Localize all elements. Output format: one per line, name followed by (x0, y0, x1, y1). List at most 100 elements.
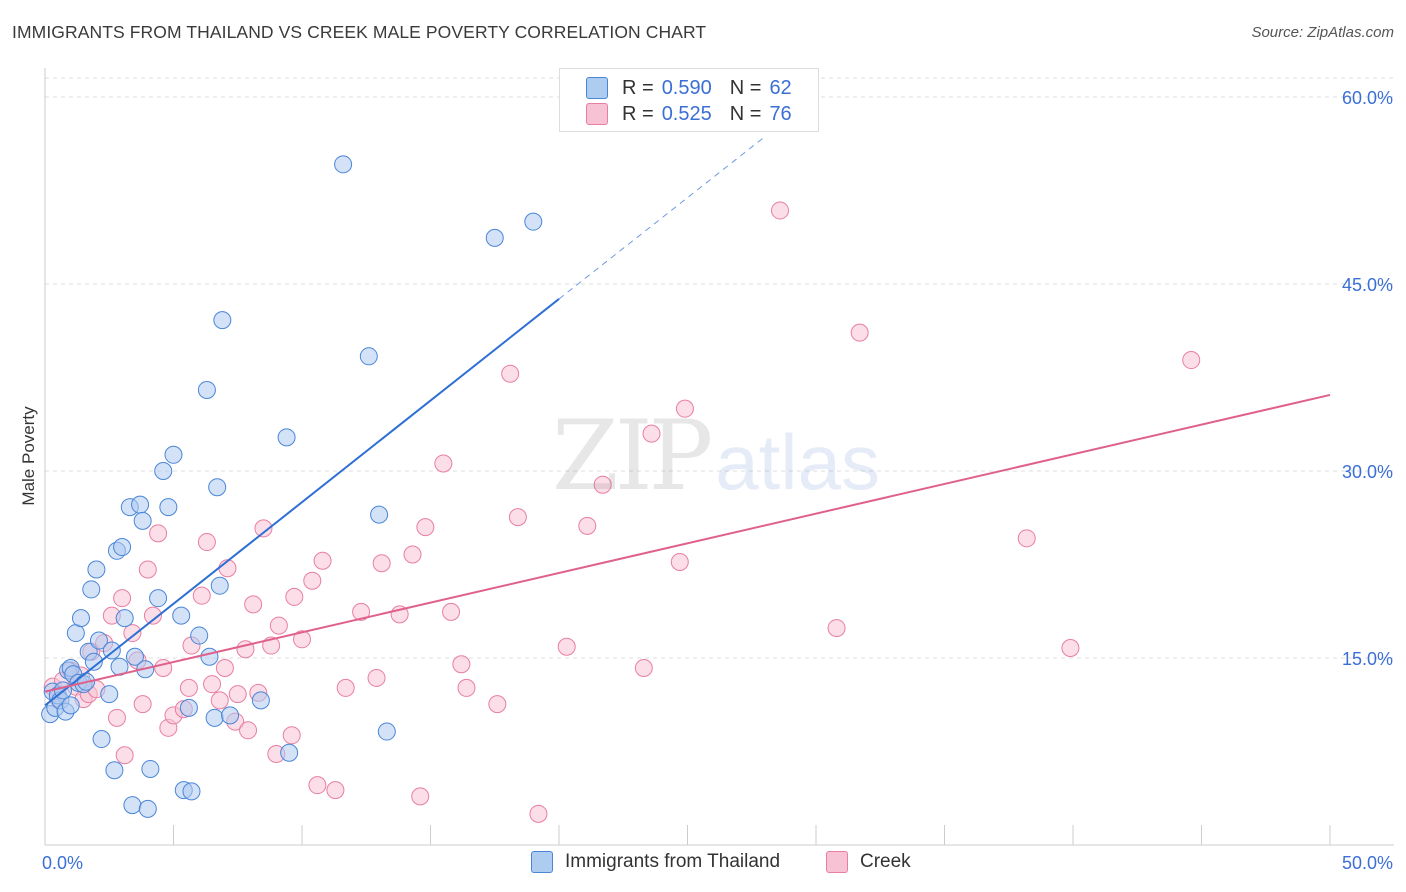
data-point-creek (269, 616, 288, 635)
legend-row-thailand: R = 0.590 N = 62 (586, 76, 792, 100)
x-tick-label: 0.0% (42, 853, 83, 873)
data-point-creek (1182, 351, 1201, 370)
data-point-thailand (197, 380, 216, 399)
data-point-thailand (370, 505, 389, 524)
data-point-creek (179, 678, 198, 697)
data-point-thailand (115, 609, 134, 628)
data-point-thailand (71, 609, 90, 628)
data-point-thailand (138, 799, 157, 818)
data-point-creek (850, 323, 869, 342)
data-point-thailand (141, 759, 160, 778)
y-tick-label: 30.0% (1342, 462, 1393, 482)
legend-n-value: 76 (769, 102, 792, 125)
legend-item-creek: Creek (826, 851, 911, 873)
data-point-creek (303, 571, 322, 590)
y-axis-title: Male Poverty (19, 406, 38, 506)
legend-label-creek: Creek (860, 851, 911, 872)
data-point-thailand (277, 428, 296, 447)
data-point-creek (434, 454, 453, 473)
data-point-creek (197, 533, 216, 552)
data-point-creek (215, 658, 234, 677)
data-point-thailand (113, 538, 132, 557)
legend-r-label: R = (622, 76, 654, 99)
data-point-creek (488, 695, 507, 714)
data-point-thailand (164, 445, 183, 464)
data-point-creek (293, 630, 311, 649)
trend-lines (44, 136, 1331, 707)
data-point-creek (133, 695, 152, 714)
data-point-thailand (280, 743, 299, 762)
data-point-creek (529, 804, 548, 823)
data-point-creek (308, 776, 327, 795)
data-point-creek (1017, 529, 1036, 548)
legend-row-creek: R = 0.525 N = 76 (586, 102, 792, 126)
data-point-creek (557, 637, 576, 656)
data-point-thailand (100, 685, 119, 704)
legend-r-label: R = (622, 102, 654, 125)
data-point-thailand (159, 498, 178, 517)
data-point-creek (827, 619, 846, 638)
data-point-creek (675, 399, 694, 418)
legend-r-value: 0.590 (661, 76, 712, 99)
data-point-thailand (133, 511, 152, 530)
legend-n-value: 62 (769, 76, 792, 99)
data-point-creek (411, 787, 430, 806)
data-point-creek (771, 201, 790, 220)
data-point-creek (642, 424, 661, 443)
legend-swatch-thailand (586, 77, 608, 99)
data-point-thailand (334, 155, 353, 174)
data-point-creek (501, 364, 520, 383)
data-point-thailand (524, 212, 543, 231)
data-point-creek (282, 726, 301, 745)
legend-swatch-creek (826, 851, 848, 873)
data-point-creek (452, 655, 471, 674)
data-point-thailand (92, 730, 111, 749)
data-point-creek (634, 658, 653, 677)
data-point-creek (228, 685, 247, 704)
data-point-creek (203, 675, 222, 694)
data-point-creek (508, 508, 527, 527)
data-point-creek (352, 602, 371, 621)
data-point-thailand (125, 647, 144, 666)
data-point-creek (107, 708, 126, 727)
data-point-creek (313, 551, 332, 570)
data-point-creek (403, 545, 422, 564)
legend-n-label: N = (729, 102, 762, 125)
data-point-creek (578, 516, 597, 535)
data-point-creek (367, 668, 386, 687)
creek-points (43, 201, 1201, 823)
data-point-thailand (179, 698, 198, 717)
data-point-creek (336, 678, 355, 697)
data-point-thailand (154, 462, 173, 480)
x-tick-label: 50.0% (1342, 853, 1393, 873)
data-point-creek (326, 781, 345, 800)
data-point-thailand (377, 722, 396, 741)
data-point-thailand (89, 631, 108, 650)
y-tick-label: 15.0% (1342, 649, 1393, 669)
data-point-creek (1061, 639, 1080, 658)
data-point-creek (239, 721, 258, 740)
data-point-thailand (105, 761, 124, 780)
data-point-creek (442, 602, 461, 621)
legend-n-label: N = (729, 76, 762, 99)
data-point-thailand (190, 626, 209, 645)
data-point-thailand (359, 347, 378, 366)
data-point-creek (670, 553, 689, 572)
data-point-thailand (82, 580, 101, 599)
data-point-creek (149, 524, 168, 543)
data-point-creek (254, 519, 273, 538)
legend-item-thailand: Immigrants from Thailand (531, 851, 780, 873)
chart-title: IMMIGRANTS FROM THAILAND VS CREEK MALE P… (12, 22, 707, 42)
data-point-thailand (251, 691, 270, 710)
series-legend: Immigrants from Thailand Creek (0, 851, 1406, 879)
trend-line-creek (44, 393, 1331, 693)
data-point-creek (372, 554, 391, 573)
axes (44, 68, 1394, 846)
legend-swatch-creek (586, 103, 608, 125)
data-point-thailand (210, 576, 229, 595)
data-point-creek (192, 586, 211, 605)
trend-line-thailand (44, 298, 560, 707)
data-point-thailand (205, 708, 224, 727)
data-point-creek (113, 589, 132, 608)
